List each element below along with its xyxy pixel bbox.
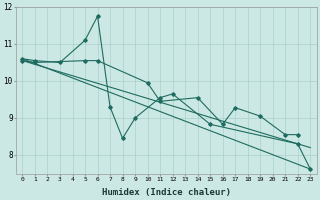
X-axis label: Humidex (Indice chaleur): Humidex (Indice chaleur) <box>102 188 231 197</box>
